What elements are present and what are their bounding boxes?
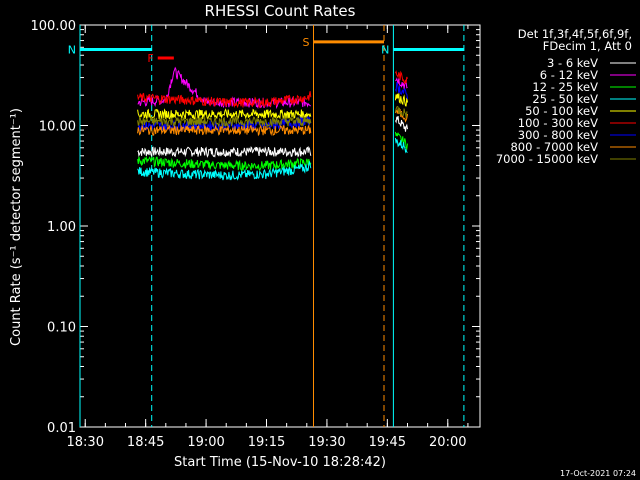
series-line [394,105,408,118]
legend-label: 6 - 12 keV [540,68,598,82]
series-line [137,116,312,133]
series-line [395,77,408,89]
series-line [394,93,408,107]
x-tick-label: 20:00 [429,435,466,450]
series-line [137,124,312,137]
legend-label: 800 - 7000 keV [510,140,598,154]
axes-frame: 18:30 18:45 19:00 19:15 19:30 19:45 20:00 0.01 0… [31,19,481,450]
generated-timestamp: 17-Oct-2021 07:24 [560,469,636,478]
legend-label: 50 - 100 keV [525,104,598,118]
series-line [137,108,312,121]
legend-header: Det 1f,3f,4f,5f,6f,9f, [518,27,632,41]
x-tick-label: 19:45 [369,435,406,450]
series-line [394,115,408,132]
legend-label: 3 - 6 keV [547,56,598,70]
x-tick-label: 18:30 [67,435,104,450]
y-tick-label: 1.00 [47,220,76,235]
y-tick-label: 0.10 [47,321,76,336]
legend-label: 300 - 800 keV [518,128,598,142]
legend-label: 12 - 25 keV [532,80,598,94]
series-line [394,137,408,154]
state-bar-label: S [303,36,310,49]
chart-title: RHESSI Count Rates [205,2,356,20]
series-line [137,91,312,109]
y-tick-label: 100.00 [31,19,77,34]
x-axis-label: Start Time (15-Nov-10 18:28:42) [174,455,386,470]
state-bar-label: N [68,44,76,57]
plot-area: N N F S [68,25,465,427]
legend-label: 25 - 50 keV [532,92,598,106]
y-axis-label: Count Rate (s⁻¹ detector segment⁻¹) [9,108,24,346]
y-tick-label: 0.01 [47,421,76,436]
x-tick-label: 18:45 [127,435,164,450]
series-line [394,70,408,85]
legend-header: FDecim 1, Att 0 [543,39,632,53]
legend: Det 1f,3f,4f,5f,6f,9f,FDecim 1, Att 0 3 -… [496,27,636,166]
state-bar-label: F [147,52,153,65]
y-tick-label: 10.00 [39,120,76,135]
state-bar-label: N [381,44,389,57]
x-tick-label: 19:00 [187,435,224,450]
legend-label: 100 - 300 keV [518,116,598,130]
series-line [137,116,312,129]
series-line [394,81,408,100]
series-line [137,161,312,181]
x-tick-label: 19:15 [248,435,285,450]
legend-label: 7000 - 15000 keV [496,152,598,166]
x-tick-label: 19:30 [308,435,345,450]
series-line [137,145,312,158]
series-line [394,108,408,123]
